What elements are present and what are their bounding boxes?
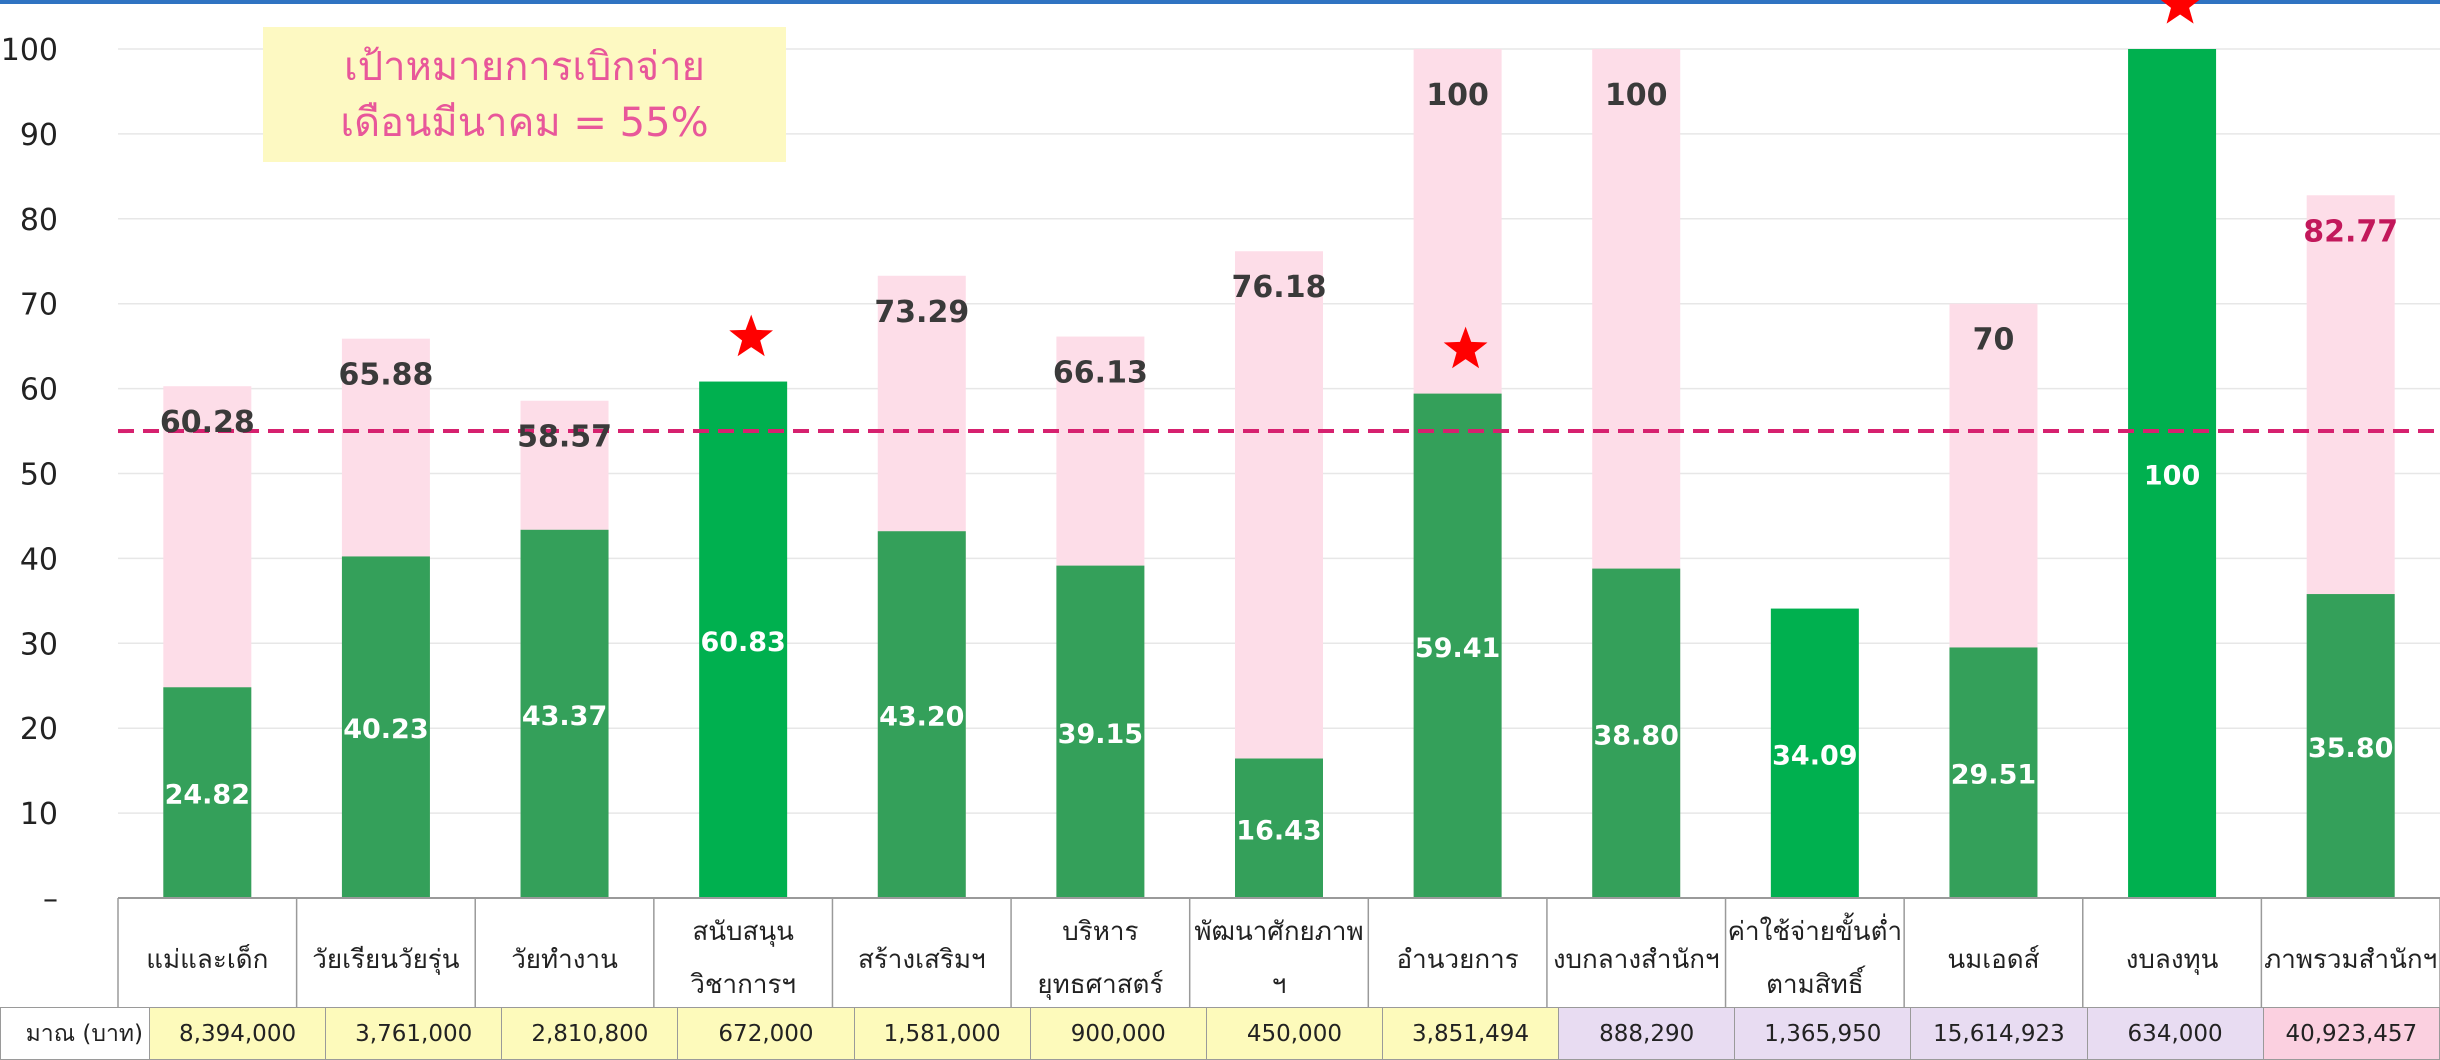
category-label: วัยทำงาน <box>511 945 618 975</box>
target-value-label: 82.77 <box>2303 214 2398 249</box>
y-tick-label: 20 <box>20 712 58 747</box>
actual-bar <box>1949 647 2038 898</box>
actual-bar <box>2306 594 2395 898</box>
category-label: แม่และเด็ก <box>146 943 268 975</box>
category-label: ภาพรวมสำนักฯ <box>2264 945 2437 975</box>
y-tick-label: 70 <box>20 288 58 323</box>
top-border <box>0 0 2440 4</box>
category-label: ตามสิทธิ์ <box>1766 965 1866 1000</box>
budget-cell: 634,000 <box>2086 1007 2264 1060</box>
category-label: ค่าใช้จ่ายขั้นต่ำ <box>1728 912 1902 947</box>
target-note-line2: เดือนมีนาคม = 55% <box>340 99 709 146</box>
disbursement-bar-chart: – 10 20 30 40 50 60 70 80 90 100 24.82 40.23 43.37 60… <box>1 0 2440 1007</box>
actual-bar <box>520 529 609 898</box>
star-icon <box>2160 0 2200 24</box>
y-tick-label: 60 <box>20 373 58 408</box>
target-value-label: 100 <box>1426 78 1489 113</box>
budget-cell: 40,923,457 <box>2262 1007 2440 1060</box>
actual-value-label: 29.51 <box>1951 760 2036 791</box>
budget-cell: 888,290 <box>1558 1007 1736 1060</box>
budget-cell: 1,581,000 <box>853 1007 1031 1060</box>
y-tick-label: – <box>43 882 58 917</box>
target-value-label: 65.88 <box>338 358 433 393</box>
actual-value-label: 43.20 <box>879 702 964 733</box>
category-label: สร้างเสริมฯ <box>858 945 986 975</box>
target-value-label: 60.28 <box>160 405 255 440</box>
budget-cell: 672,000 <box>677 1007 855 1060</box>
actual-bar <box>1235 758 1323 898</box>
budget-cell: 3,851,494 <box>1381 1007 1560 1060</box>
category-label: บริหาร <box>1062 917 1138 947</box>
target-value-label: 100 <box>1605 78 1668 113</box>
actual-value-label: 16.43 <box>1236 815 1321 846</box>
target-note-line1: เป้าหมายการเบิกจ่าย <box>344 43 705 90</box>
category-label: ฯ <box>1272 970 1287 1000</box>
budget-row-label: มาณ (บาท) <box>0 1007 150 1060</box>
budget-cell: 3,761,000 <box>325 1007 503 1060</box>
actual-bar <box>1592 568 1681 898</box>
category-axis: แม่และเด็ก วัยเรียนวัยรุ่น วัยทำงาน สนับสนุ… <box>117 897 2440 1007</box>
actual-bar <box>163 687 252 898</box>
data-labels: 24.82 40.23 43.37 60.83 43.20 39.15 16.43 59.41… <box>160 78 2398 846</box>
budget-cell: 1,365,950 <box>1734 1007 1912 1060</box>
category-label: ยุทธศาสตร์ <box>1037 970 1163 1000</box>
budget-cell: 450,000 <box>1205 1007 1383 1060</box>
star-icon <box>1443 326 1488 369</box>
actual-bar <box>1413 393 1502 898</box>
category-label: งบกลางสำนักฯ <box>1553 945 1720 975</box>
actual-value-label: 60.83 <box>700 627 785 658</box>
category-label: พัฒนาศักยภาพ <box>1194 917 1363 947</box>
y-tick-label: 50 <box>20 458 58 493</box>
target-value-label: 70 <box>1973 323 2015 358</box>
actual-bar <box>2128 49 2217 898</box>
budget-cell: 15,614,923 <box>1910 1007 2088 1060</box>
star-markers <box>729 0 2200 369</box>
category-label: งบลงทุน <box>2126 945 2219 975</box>
actual-bars <box>163 49 2395 898</box>
star-icon <box>729 314 773 357</box>
actual-value-label: 100 <box>2144 461 2200 492</box>
category-label: วัยเรียนวัยรุ่น <box>312 945 459 975</box>
actual-value-label: 40.23 <box>343 714 428 745</box>
actual-bar <box>1770 608 1859 898</box>
y-tick-label: 30 <box>20 627 58 662</box>
y-tick-label: 100 <box>1 33 58 68</box>
actual-value-label: 43.37 <box>522 701 607 732</box>
budget-row: มาณ (บาท) 8,394,000 3,761,000 2,810,800 672,… <box>0 1007 2440 1060</box>
budget-cell: 900,000 <box>1029 1007 1207 1060</box>
budget-cell: 2,810,800 <box>501 1007 679 1060</box>
budget-table: มาณ (บาท) 8,394,000 3,761,000 2,810,800 672,… <box>0 1007 2440 1060</box>
category-label: นมเอดส์ <box>1947 945 2039 975</box>
category-label: สนับสนุน <box>692 917 794 947</box>
category-label: อำนวยการ <box>1397 945 1519 975</box>
y-axis: – 10 20 30 40 50 60 70 80 90 100 <box>1 33 58 917</box>
y-tick-label: 90 <box>20 118 58 153</box>
actual-bar <box>699 381 788 898</box>
target-note: เป้าหมายการเบิกจ่าย เดือนมีนาคม = 55% <box>263 27 786 162</box>
y-tick-label: 10 <box>20 797 58 832</box>
actual-bar <box>1056 565 1145 898</box>
actual-value-label: 39.15 <box>1058 719 1143 750</box>
actual-value-label: 38.80 <box>1594 720 1679 751</box>
target-value-label: 66.13 <box>1053 356 1148 391</box>
target-value-label: 58.57 <box>517 420 612 455</box>
actual-value-label: 34.09 <box>1772 740 1857 771</box>
actual-value-label: 35.80 <box>2308 733 2393 764</box>
actual-bar <box>341 556 430 898</box>
actual-bar <box>877 531 966 898</box>
actual-value-label: 24.82 <box>165 780 250 811</box>
actual-value-label: 59.41 <box>1415 633 1500 664</box>
category-label: วิชาการฯ <box>690 970 796 1000</box>
budget-cell: 8,394,000 <box>148 1007 327 1060</box>
y-tick-label: 80 <box>20 203 58 238</box>
target-value-label: 73.29 <box>874 295 969 330</box>
y-tick-label: 40 <box>20 542 58 577</box>
target-value-label: 76.18 <box>1232 270 1327 305</box>
